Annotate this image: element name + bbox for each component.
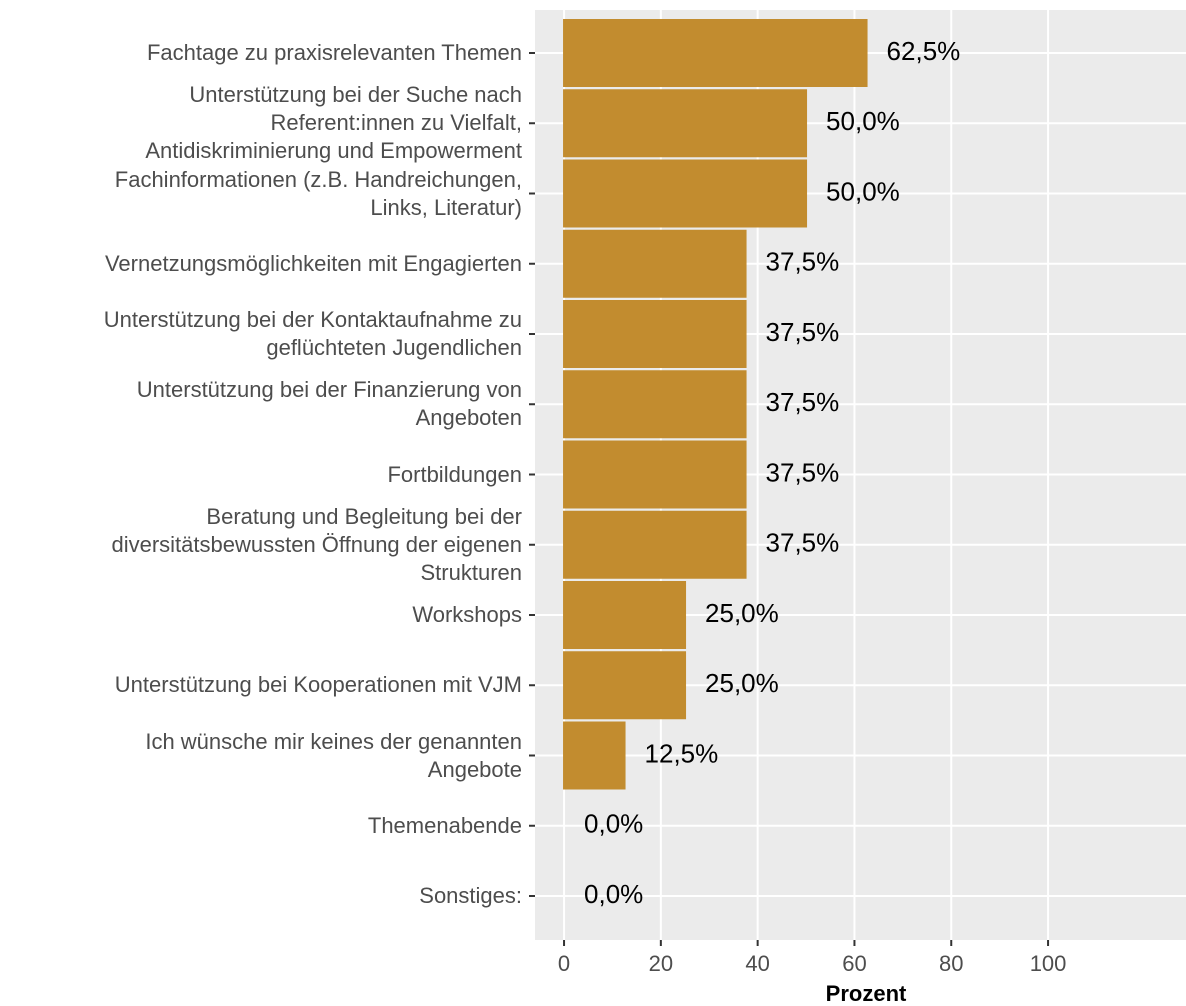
value-label: 0,0%	[584, 809, 643, 839]
y-tick-label: Unterstützung bei der Kontaktaufnahme zu…	[103, 307, 522, 360]
x-tick-label: 0	[558, 951, 570, 976]
bar	[563, 721, 626, 790]
x-tick-label: 40	[745, 951, 769, 976]
bar	[563, 370, 747, 439]
y-tick-label: Workshops	[412, 602, 522, 627]
x-tick-label: 20	[649, 951, 673, 976]
bar	[563, 651, 687, 720]
value-label: 50,0%	[826, 106, 900, 136]
value-label: 0,0%	[584, 879, 643, 909]
bar	[563, 510, 747, 579]
value-label: 37,5%	[766, 247, 840, 277]
bar	[563, 19, 868, 87]
value-label: 37,5%	[766, 528, 840, 558]
value-label: 50,0%	[826, 176, 900, 206]
bar	[563, 159, 808, 228]
value-label: 37,5%	[766, 387, 840, 417]
y-tick-label: Sonstiges:	[419, 883, 522, 908]
x-tick-label: 100	[1030, 951, 1067, 976]
value-label: 25,0%	[705, 668, 779, 698]
bar	[563, 300, 747, 368]
value-label: 37,5%	[766, 317, 840, 347]
value-label: 25,0%	[705, 598, 779, 628]
bar	[563, 581, 687, 649]
y-tick-label: Fortbildungen	[387, 461, 522, 487]
bar	[563, 229, 747, 298]
y-tick-label: Fachtage zu praxisrelevanten Themen	[146, 40, 522, 65]
y-tick-label: Vernetzungsmöglichkeiten mit Engagierten	[104, 250, 522, 276]
value-label: 62,5%	[887, 36, 961, 66]
y-tick-label: Unterstützung bei Kooperationen mit VJM	[114, 672, 522, 698]
bar	[563, 89, 808, 158]
y-tick-label: Beratung und Begleitung bei der diversit…	[111, 503, 522, 585]
value-label: 12,5%	[645, 738, 719, 768]
x-tick-label: 80	[939, 951, 963, 976]
x-tick-label: 60	[842, 951, 866, 976]
bar	[563, 440, 747, 509]
y-tick-label: Ich wünsche mir keines der genannten Ang…	[145, 728, 522, 782]
y-tick-label: Themenabende	[367, 812, 522, 838]
x-axis-title: Prozent	[826, 981, 907, 1006]
y-tick-label: Fachinformationen (z.B. Handreichungen, …	[114, 166, 522, 220]
value-label: 37,5%	[766, 457, 840, 487]
y-tick-label: Unterstützung bei der Finanzierung von A…	[136, 377, 522, 431]
y-tick-label: Unterstützung bei der Suche nach Referen…	[145, 82, 522, 164]
